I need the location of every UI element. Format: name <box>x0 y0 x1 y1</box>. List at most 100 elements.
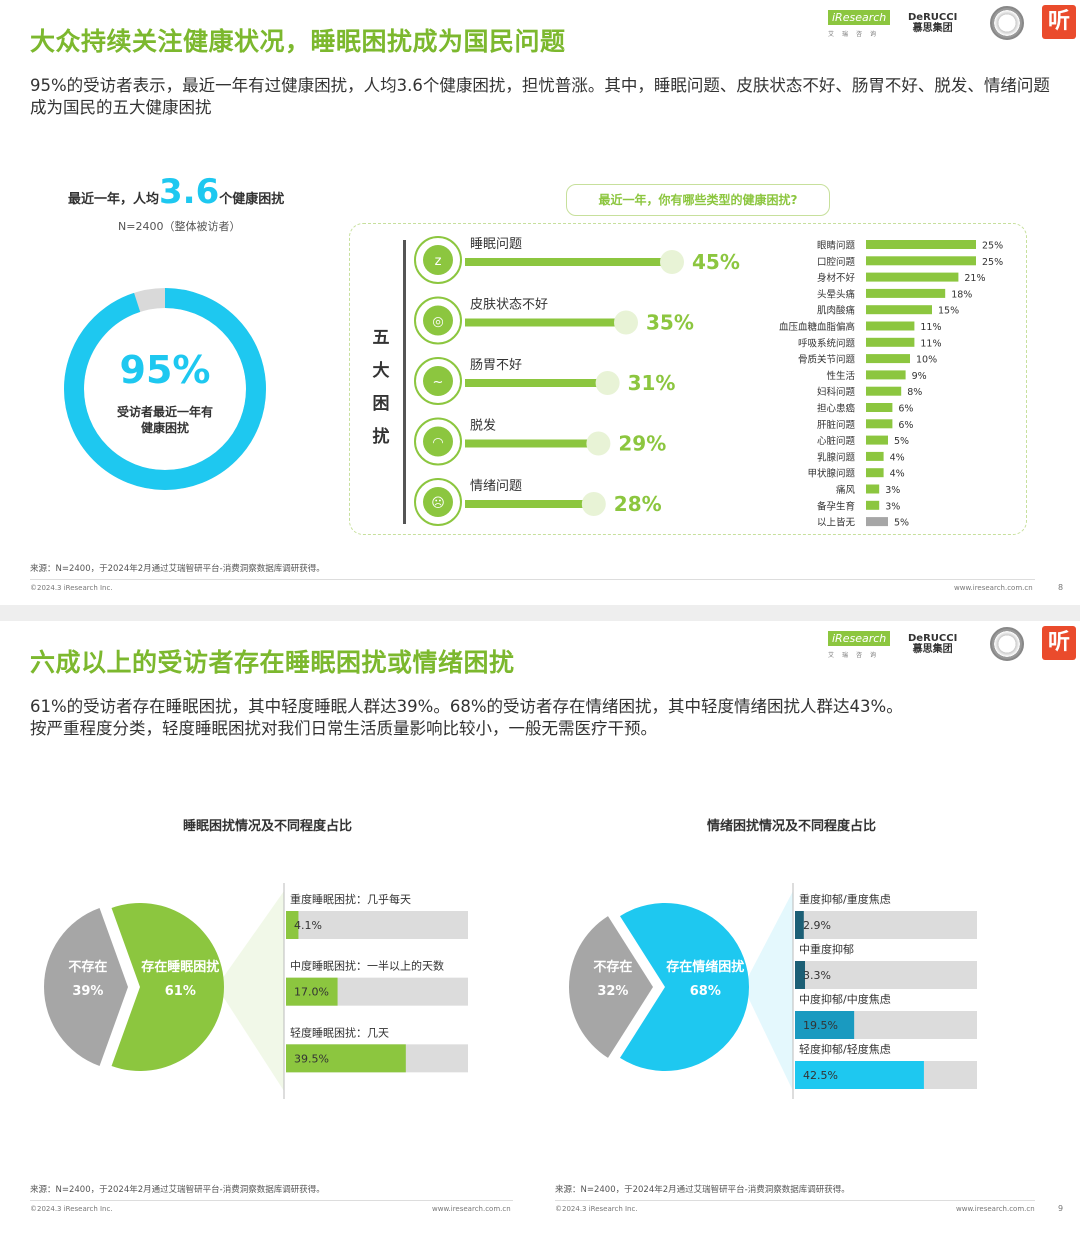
fingerprint-icon <box>423 305 453 336</box>
other-issue-value: 10% <box>916 355 937 366</box>
emotion-pie-label-present: 存在情绪困扰 <box>666 959 744 975</box>
sleep-breakdown-label: 重度睡眠困扰：几乎每天 <box>290 892 411 906</box>
other-issue-value: 11% <box>920 338 941 349</box>
derucci-logo-cn: 慕思集团 <box>912 23 953 34</box>
other-issue-value: 21% <box>964 273 985 284</box>
other-issue-bar <box>866 321 915 331</box>
source-note-left: 来源：N=2400，于2024年2月通过艾瑞智研平台-消费洞察数据库调研获得。 <box>30 1185 325 1195</box>
other-issue-value: 8% <box>907 387 922 398</box>
iresearch-logo-sub: 艾瑞咨询 <box>828 652 885 659</box>
hair-icon <box>423 426 453 457</box>
emotion-breakdown-fill <box>795 961 806 989</box>
ting-logo: 听 <box>1042 626 1076 660</box>
other-issue-bar <box>866 386 902 396</box>
emotion-breakdown-fill <box>795 1061 924 1089</box>
other-issues-bar-chart: 眼睛问题 25% 口腔问题 25% 身材不好 21% 头晕头痛 18% 肌肉酸痛 15% 血压血糖血… <box>779 240 1003 529</box>
iresearch-logo: iResearch <box>828 631 891 646</box>
other-issue-value: 5% <box>894 436 909 447</box>
other-issue-label: 眼睛问题 <box>817 240 856 252</box>
top5-bar-end <box>614 310 638 335</box>
emotion-breakdown-value: 42.5% <box>803 1069 838 1082</box>
emotion-breakdown-label: 重度抑郁/重度焦虑 <box>799 892 891 906</box>
other-issue-value: 9% <box>912 371 927 382</box>
slide-health-concerns: 大众持续关注健康状况，睡眠困扰成为国民问题 iResearch 艾瑞咨询 DeR… <box>0 0 1080 605</box>
top5-axis-line <box>403 240 406 524</box>
other-issue-label: 头晕头痛 <box>817 288 856 300</box>
average-suffix: 个健康困扰 <box>219 192 285 207</box>
other-issue-value: 3% <box>885 501 900 512</box>
other-issue-label: 性生活 <box>826 370 855 382</box>
other-issue-bar <box>866 288 946 298</box>
iresearch-logo-sub: 艾瑞咨询 <box>828 31 885 38</box>
page-number: 8 <box>1058 583 1064 592</box>
other-issue-bar <box>866 354 910 364</box>
site-url: www.iresearch.com.cn <box>954 584 1033 592</box>
donut-label-line2: 健康困扰 <box>140 421 189 435</box>
other-issue-label: 血压血糖血脂偏高 <box>779 321 855 333</box>
emotion-breakdown-track <box>795 961 977 989</box>
emotion-breakdown-fill <box>795 911 804 939</box>
emotion-pie-value-present: 68% <box>690 984 721 999</box>
health-issues-panel <box>349 223 1027 535</box>
mood-icon <box>423 487 453 517</box>
top5-item-sleep: z 睡眠问题 45% <box>414 236 740 284</box>
donut-label-line1: 受访者最近一年有 <box>116 405 213 419</box>
other-issue-bar <box>866 370 906 380</box>
top5-label: 情绪问题 <box>470 479 522 494</box>
other-issue-label: 身材不好 <box>817 272 856 284</box>
source-note: 来源：N=2400，于2024年2月通过艾瑞智研平台-消费洞察数据库调研获得。 <box>30 564 325 574</box>
top5-item-hair: ◠ 脱发 29% <box>414 417 666 466</box>
average-heading: 最近一年，人均3.6个健康困扰 <box>68 172 284 212</box>
mood-icon-glyph: ☹ <box>431 496 445 511</box>
top5-item-mood: ☹ 情绪问题 28% <box>414 478 662 526</box>
top5-heading: 五大困扰 <box>372 328 390 447</box>
derucci-logo: DeRUCCI 慕思集团 <box>908 12 957 34</box>
emotion-chart-title: 情绪困扰情况及不同程度占比 <box>707 819 877 834</box>
top5-label: 皮肤状态不好 <box>470 298 548 313</box>
top5-bar-chart: z 睡眠问题 45% ◎ 皮肤状态不好 35% ~ 肠胃不好 31% ◠ 脱发 29% ☹ 情绪问题 28% <box>414 236 740 526</box>
stomach-icon <box>423 366 453 396</box>
seal-logo-icon <box>990 6 1024 40</box>
slide-subtitle-line1: 61%的受访者存在睡眠困扰，其中轻度睡眠人群达39%。68%的受访者存在情绪困扰… <box>30 697 903 716</box>
source-note-right: 来源：N=2400，于2024年2月通过艾瑞智研平台-消费洞察数据库调研获得。 <box>555 1185 850 1195</box>
sleep-pie-slice-present <box>111 903 224 1071</box>
slide-subtitle-line2: 按严重程度分类，轻度睡眠困扰对我们日常生活质量影响比较小，一般无需医疗干预。 <box>30 719 657 738</box>
hair-icon-glyph: ◠ <box>432 436 443 451</box>
top5-label: 脱发 <box>470 418 496 434</box>
other-issue-label: 以上皆无 <box>817 518 856 529</box>
top5-value: 45% <box>692 250 740 274</box>
other-issue-value: 11% <box>920 322 941 333</box>
sample-note: N=2400（整体被访者） <box>118 220 241 233</box>
other-issue-bar <box>866 435 888 445</box>
footer-divider <box>30 579 1035 580</box>
emotion-breakdown-label: 轻度抑郁/轻度焦虑 <box>799 1042 891 1056</box>
top5-bar <box>465 318 626 327</box>
other-issue-value: 25% <box>982 241 1003 252</box>
other-issue-value: 6% <box>898 420 913 431</box>
page-number: 9 <box>1058 1204 1064 1213</box>
footer-divider-left <box>30 1200 513 1201</box>
top5-bar <box>465 439 599 448</box>
sleep-chart-title: 睡眠困扰情况及不同程度占比 <box>183 819 353 834</box>
other-issue-value: 18% <box>951 289 972 300</box>
other-issue-bar <box>866 484 880 494</box>
top5-value: 31% <box>628 371 676 395</box>
emotion-breakdown-value: 2.9% <box>803 919 831 932</box>
sleep-breakdown-label: 中度睡眠困扰：一半以上的天数 <box>290 959 444 973</box>
ting-logo: 听 <box>1042 5 1076 39</box>
other-issue-label: 心脏问题 <box>817 435 856 447</box>
top5-label: 睡眠问题 <box>470 237 522 252</box>
average-value: 3.6 <box>159 172 220 212</box>
other-issue-label: 痛风 <box>836 484 856 496</box>
other-issue-value: 4% <box>890 469 905 480</box>
seal-logo-icon <box>990 627 1024 661</box>
site-url-right: www.iresearch.com.cn <box>956 1205 1035 1213</box>
other-issue-bar <box>866 272 959 282</box>
average-prefix: 最近一年，人均 <box>68 192 160 207</box>
other-issue-label: 备孕生育 <box>817 500 855 512</box>
emotion-breakdown-value: 3.3% <box>803 969 831 982</box>
top5-bar-end <box>595 371 620 395</box>
other-issue-value: 3% <box>885 485 900 496</box>
other-issue-bar <box>866 256 976 266</box>
donut-value: 95% <box>119 348 211 392</box>
